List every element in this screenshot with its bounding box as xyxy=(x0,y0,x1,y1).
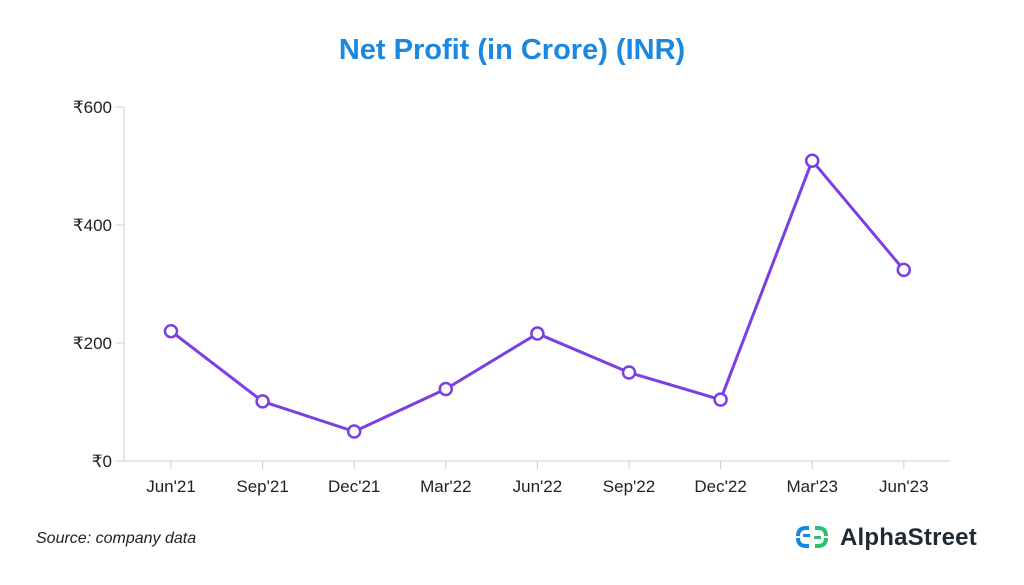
x-tick-label: Jun'21 xyxy=(146,477,196,496)
chart-axes xyxy=(123,107,950,462)
alphastreet-logo-icon xyxy=(796,526,828,548)
data-point xyxy=(530,326,545,341)
x-tick-label: Mar'23 xyxy=(786,477,837,496)
series-group xyxy=(163,153,912,439)
source-note: Source: company data xyxy=(36,530,197,547)
x-tick-label: Dec'22 xyxy=(694,477,746,496)
data-point xyxy=(896,262,912,278)
y-tick-label: ₹600 xyxy=(73,98,112,117)
chart-title: Net Profit (in Crore) (INR) xyxy=(338,34,686,66)
x-tick-label: Sep'22 xyxy=(603,477,655,496)
y-axis-ticks: ₹0 ₹200 ₹400 ₹600 xyxy=(73,98,124,471)
x-tick-label: Dec'21 xyxy=(328,477,380,496)
data-point xyxy=(438,381,454,397)
y-tick-label: ₹400 xyxy=(73,216,112,235)
data-point xyxy=(255,394,270,409)
data-point xyxy=(163,323,179,339)
x-tick-label: Mar'22 xyxy=(420,477,471,496)
x-tick-label: Jun'22 xyxy=(513,477,563,496)
series-line xyxy=(170,159,905,433)
y-tick-label: ₹200 xyxy=(73,334,112,353)
x-tick-label: Sep'21 xyxy=(236,477,288,496)
brand-logo: AlphaStreet xyxy=(794,524,977,552)
x-tick-label: Jun'23 xyxy=(879,477,929,496)
data-point xyxy=(713,392,728,407)
brand-name: AlphaStreet xyxy=(840,524,977,551)
x-axis-ticks: Jun'21 Sep'21 Dec'21 Mar'22 Jun'22 Sep'22 Dec'… xyxy=(146,461,929,496)
data-point xyxy=(621,365,637,380)
data-point xyxy=(804,153,820,168)
data-point xyxy=(346,424,362,439)
y-tick-label: ₹0 xyxy=(92,452,112,471)
